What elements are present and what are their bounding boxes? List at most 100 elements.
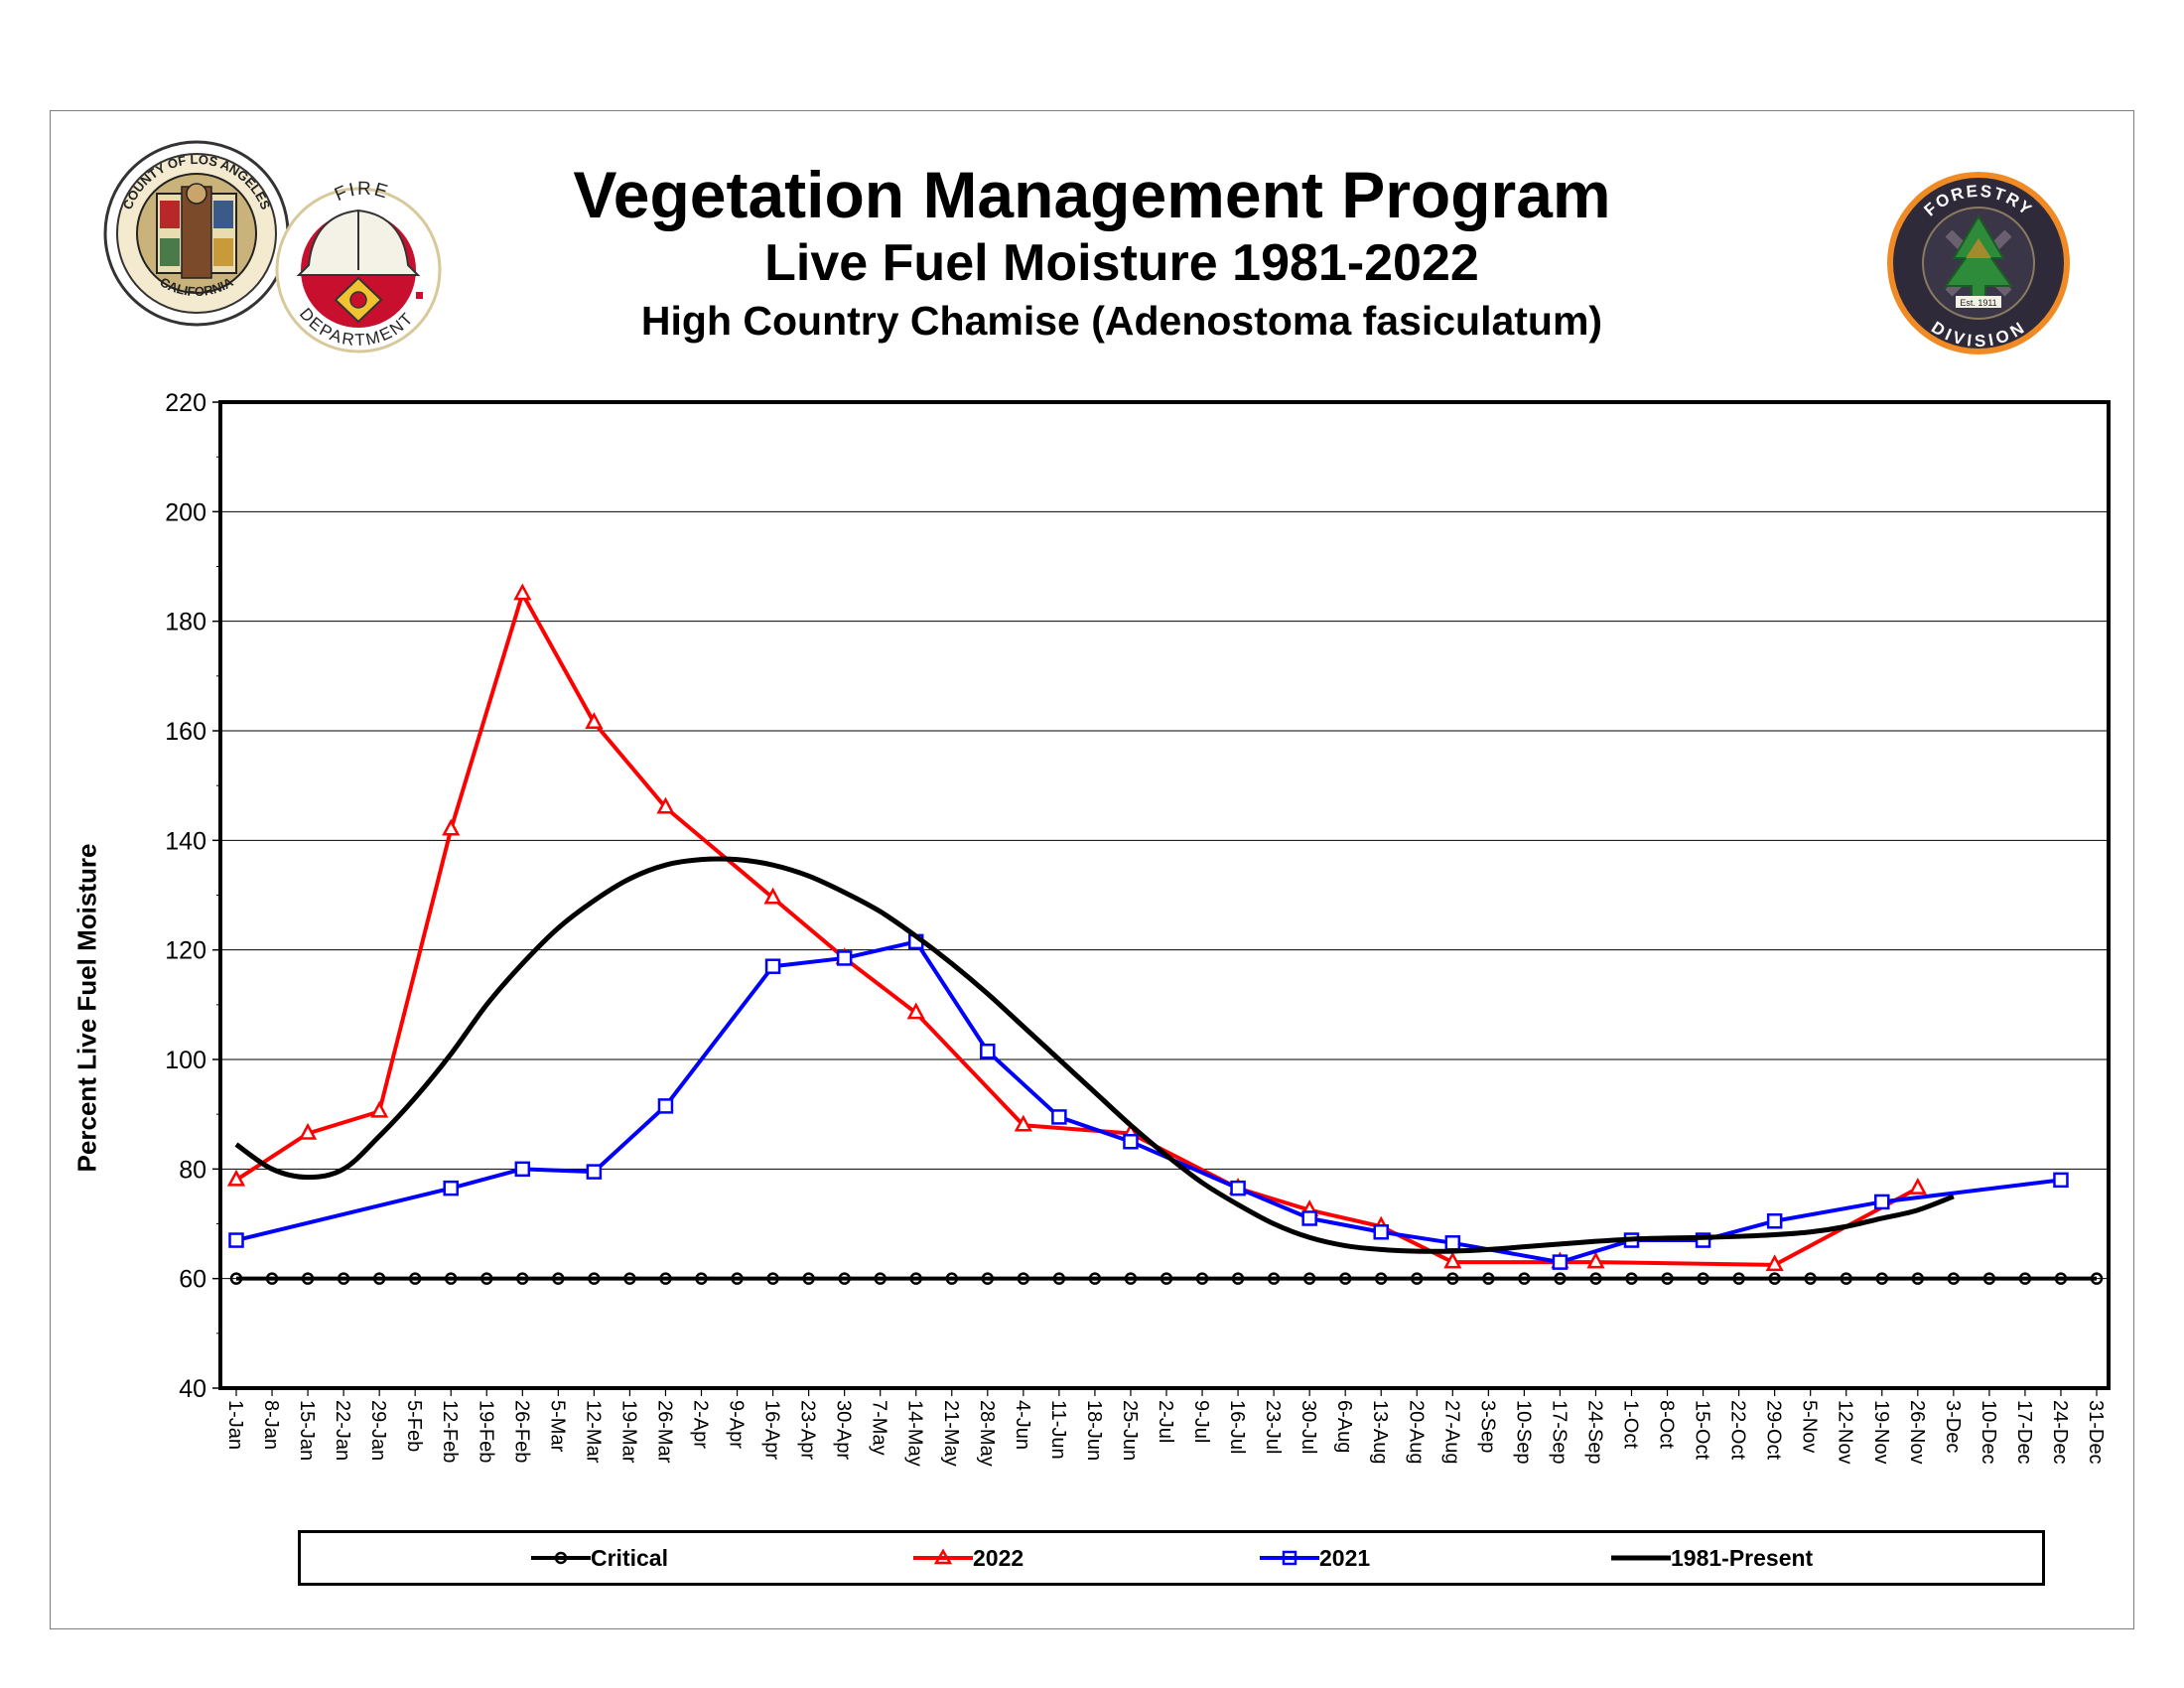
forestry-division-logo: Est. 1911 FORESTRY DIVISION <box>1887 172 2070 354</box>
point-critical <box>1911 1272 1925 1285</box>
point-2021 <box>586 1164 603 1180</box>
point-critical <box>265 1272 279 1285</box>
x-tick-label: 11-Jun <box>1047 1400 1069 1460</box>
point-2021 <box>514 1161 531 1178</box>
point-critical <box>516 1272 529 1285</box>
y-tick-label: 140 <box>165 827 206 855</box>
y-tick-label: 220 <box>165 389 206 417</box>
x-tick-label: 4-Jun <box>1012 1400 1033 1450</box>
y-tick-label: 100 <box>165 1047 206 1074</box>
x-tick-label: 27-Aug <box>1440 1400 1462 1465</box>
point-2022 <box>1443 1251 1462 1269</box>
point-2021 <box>2053 1172 2069 1189</box>
y-tick-label: 80 <box>179 1156 206 1184</box>
point-critical <box>838 1272 851 1285</box>
series-line-2022 <box>234 592 1919 1267</box>
x-tick-label: 16-Apr <box>761 1400 783 1460</box>
point-critical <box>1195 1272 1209 1285</box>
x-tick-label: 7-May <box>869 1400 890 1456</box>
point-2021 <box>1766 1212 1783 1229</box>
point-critical <box>1052 1272 1066 1285</box>
point-critical <box>1554 1272 1567 1285</box>
point-critical <box>731 1272 744 1285</box>
point-2021 <box>1444 1235 1461 1251</box>
point-2022 <box>906 1002 925 1020</box>
x-tick-label: 21-May <box>940 1400 962 1467</box>
legend-1981-present-swatch <box>1611 1555 1671 1561</box>
x-tick-label: 8-Jan <box>260 1400 282 1450</box>
point-2022 <box>1765 1254 1784 1272</box>
point-critical <box>588 1272 601 1285</box>
point-critical <box>1875 1272 1889 1285</box>
point-2022 <box>1014 1114 1032 1132</box>
series-line-2021 <box>235 939 2062 1265</box>
x-tick-label: 30-Apr <box>833 1400 855 1460</box>
y-tick-label: 180 <box>165 609 206 636</box>
x-tick-label: 5-Mar <box>546 1400 568 1453</box>
point-2021 <box>1051 1109 1067 1125</box>
legend-item-2021: 2021 <box>1260 1533 1370 1583</box>
county-seal-logo: COUNTY OF LOS ANGELES CALIFORNIA <box>103 140 290 327</box>
y-tick-label: 40 <box>179 1375 206 1403</box>
point-2021 <box>228 1232 244 1248</box>
y-tick-label: 200 <box>165 498 206 526</box>
point-critical <box>1411 1272 1424 1285</box>
point-critical <box>1160 1272 1173 1285</box>
x-tick-label: 22-Oct <box>1727 1400 1749 1460</box>
chart-subtitle: Live Fuel Moisture 1981-2022 <box>764 234 1479 292</box>
x-tick-label: 26-Mar <box>653 1400 675 1464</box>
point-2022 <box>1908 1178 1927 1195</box>
x-tick-label: 19-Mar <box>617 1400 639 1464</box>
x-tick-label: 20-Aug <box>1405 1400 1427 1465</box>
chart-subtitle-species: High Country Chamise (Adenostoma fasicul… <box>640 298 1603 344</box>
point-critical <box>408 1272 422 1285</box>
legend-item-2022: 2022 <box>913 1533 1024 1583</box>
point-critical <box>1768 1272 1781 1285</box>
point-critical <box>945 1272 959 1285</box>
point-critical <box>623 1272 636 1285</box>
x-tick-label: 1-Oct <box>1620 1400 1642 1449</box>
point-critical <box>1982 1272 1996 1285</box>
series-line-1981-present <box>234 856 1955 1254</box>
legend-item-critical: Critical <box>531 1533 668 1583</box>
y-tick-label: 120 <box>165 937 206 965</box>
point-2022 <box>1586 1251 1605 1269</box>
point-critical <box>552 1272 565 1285</box>
forestry-est-text: Est. 1911 <box>1960 298 1996 308</box>
x-tick-label: 1-Jan <box>224 1400 246 1450</box>
legend-label-2021: 2021 <box>1319 1544 1371 1571</box>
point-critical <box>1302 1272 1316 1285</box>
x-tick-label: 23-Jul <box>1262 1400 1284 1454</box>
legend-2021-swatch <box>1260 1550 1319 1566</box>
x-tick-label: 15-Jan <box>296 1400 318 1461</box>
x-tick-label: 9-Apr <box>726 1400 748 1449</box>
point-critical <box>766 1272 779 1285</box>
x-tick-label: 29-Oct <box>1763 1400 1785 1460</box>
chart-title: Vegetation Management Program <box>573 158 1611 231</box>
x-tick-label: 15-Oct <box>1692 1400 1713 1460</box>
point-2021 <box>1874 1194 1890 1210</box>
point-critical <box>444 1272 458 1285</box>
x-tick-label: 2-Jul <box>1155 1400 1176 1443</box>
point-2021 <box>1123 1134 1139 1150</box>
point-critical <box>2018 1272 2032 1285</box>
x-tick-label: 2-Apr <box>690 1400 712 1449</box>
legend-2022-swatch <box>913 1548 973 1565</box>
x-tick-label: 12-Nov <box>1835 1400 1856 1464</box>
x-tick-label: 22-Jan <box>332 1400 353 1461</box>
legend: Critical 2022 2021 1981-Present <box>298 1530 2045 1586</box>
point-2022 <box>763 887 782 905</box>
point-critical <box>802 1272 815 1285</box>
x-tick-label: 24-Sep <box>1583 1400 1605 1465</box>
x-tick-label: 26-Feb <box>510 1400 532 1463</box>
point-critical <box>1267 1272 1281 1285</box>
x-tick-label: 19-Feb <box>475 1400 496 1463</box>
point-critical <box>1947 1272 1961 1285</box>
x-tick-label: 24-Dec <box>2049 1400 2071 1464</box>
x-tick-label: 5-Feb <box>403 1400 425 1452</box>
point-critical <box>372 1272 386 1285</box>
point-critical <box>1518 1272 1531 1285</box>
x-tick-label: 19-Nov <box>1870 1400 1892 1464</box>
point-critical <box>229 1272 243 1285</box>
y-tick-label: 160 <box>165 718 206 746</box>
